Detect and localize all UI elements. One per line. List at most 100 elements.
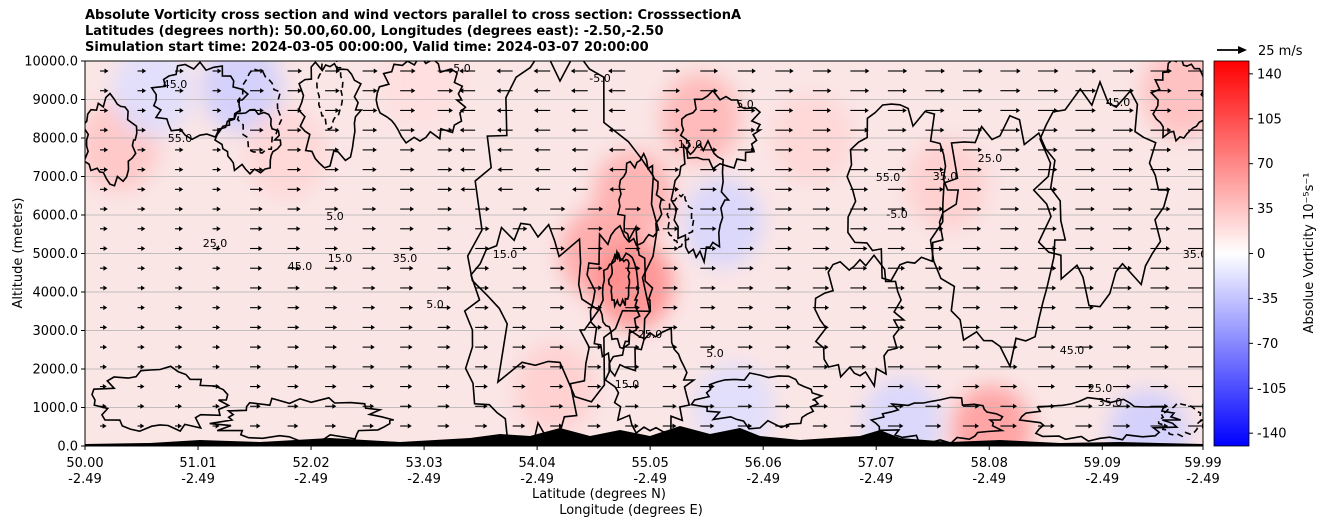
wind-vector-head	[826, 147, 831, 153]
x-tick-label-lat: 50.00	[66, 456, 103, 471]
colorbar-label: Absolue Vorticity 10⁻⁵s⁻¹	[1302, 173, 1317, 334]
wind-vector-head	[1015, 147, 1020, 153]
wind-vector-head	[371, 285, 376, 291]
wind-vector-head	[1051, 344, 1056, 350]
contour-line	[604, 326, 697, 435]
wind-vector-head	[103, 226, 108, 232]
wind-vector-head	[372, 226, 377, 232]
wind-vector-head	[460, 167, 465, 173]
contour-line	[1032, 79, 1170, 308]
wind-vector-head	[900, 344, 905, 350]
wind-vector-head	[825, 285, 830, 291]
wind-vector-head	[673, 324, 678, 330]
wind-vector-head	[408, 344, 413, 350]
wind-vector-head	[448, 107, 453, 113]
contour-label: -5.0	[449, 62, 470, 75]
wind-vector-head	[260, 68, 265, 74]
wind-vector-head	[1127, 265, 1132, 271]
wind-vector-head	[1050, 403, 1055, 409]
wind-vector-head	[676, 68, 681, 74]
wind-vector-head	[257, 305, 262, 311]
wind-vector-head	[1090, 186, 1095, 192]
wind-vector-head	[1051, 364, 1056, 370]
wind-vector-head	[333, 285, 338, 291]
wind-vector-head	[751, 147, 756, 153]
wind-vector-head	[634, 403, 639, 409]
wind-vector-head	[1092, 88, 1097, 94]
wind-vector-head	[976, 285, 981, 291]
contour-line	[91, 365, 231, 433]
contour-label: 15.0	[678, 138, 703, 151]
wind-vector-head	[940, 107, 945, 113]
wind-vector-head	[863, 226, 868, 232]
y-tick-label: 1000.0	[33, 401, 79, 416]
wind-vector-head	[751, 107, 756, 113]
wind-vector-head	[179, 68, 184, 74]
wind-vector-head	[1052, 226, 1057, 232]
wind-vector-head	[256, 384, 261, 390]
wind-vector-head	[1129, 167, 1134, 173]
wind-vector-head	[789, 107, 794, 113]
wind-vector-head	[1164, 364, 1169, 370]
wind-vector-head	[460, 186, 465, 192]
wind-vector-head	[863, 206, 868, 212]
wind-vector-head	[672, 423, 677, 429]
wind-vector-head	[1089, 364, 1094, 370]
wind-vector-head	[938, 344, 943, 350]
wind-vector-head	[178, 305, 183, 311]
wind-vector-head	[294, 384, 299, 390]
wind-vector-head	[177, 423, 182, 429]
wind-vector-head	[902, 167, 907, 173]
wind-vector-head	[940, 127, 945, 133]
vorticity-cell	[861, 377, 942, 446]
wind-vector-head	[636, 206, 641, 212]
wind-vector-head	[448, 127, 453, 133]
wind-vector-head	[459, 127, 464, 133]
wind-vector-head	[1206, 69, 1210, 74]
wind-vector-head	[533, 88, 538, 94]
contour-label: 15.0	[493, 248, 518, 261]
wind-vector-head	[561, 206, 566, 212]
wind-vector-head	[751, 127, 756, 133]
wind-vector-head	[939, 167, 944, 173]
wind-vector-head	[786, 384, 791, 390]
wind-vector-head	[597, 364, 602, 370]
x-tick-label-lon: -2.49	[407, 472, 441, 487]
contour-label: 5.0	[426, 298, 444, 311]
wind-vector-head	[673, 344, 678, 350]
x-tick-label-lon: -2.49	[1085, 472, 1119, 487]
wind-vector-head	[785, 423, 790, 429]
wind-vector-head	[636, 265, 641, 271]
wind-vector-head	[1128, 186, 1133, 192]
wind-vector-head	[978, 88, 983, 94]
wind-vector-head	[559, 384, 564, 390]
wind-vector-head	[522, 305, 527, 311]
colorbar-tick-label: 105	[1257, 112, 1282, 127]
wind-vector-head	[749, 265, 754, 271]
wind-vector-head	[826, 127, 831, 133]
wind-vector-head	[140, 403, 145, 409]
colorbar-tick-label: -35	[1257, 292, 1278, 307]
wind-vector-head	[789, 88, 794, 94]
contour-line	[814, 254, 907, 389]
wind-vector-head	[411, 88, 416, 94]
x-tick-label-lon: -2.49	[633, 472, 667, 487]
contour-label: 55.0	[548, 50, 573, 63]
wind-vector-head	[1205, 128, 1209, 133]
wind-vector-head	[672, 403, 677, 409]
wind-vector-head	[1090, 206, 1095, 212]
wind-vector-head	[559, 364, 564, 370]
negative-contour-line	[315, 61, 344, 131]
wind-vector-head	[496, 88, 501, 94]
wind-vector-head	[975, 403, 980, 409]
wind-vector-head	[1051, 384, 1056, 390]
wind-vector-head	[938, 305, 943, 311]
wind-vector-head	[371, 265, 376, 271]
wind-vector-head	[786, 344, 791, 350]
wind-vector-head	[1205, 167, 1209, 172]
y-tick-label: 9000.0	[33, 93, 79, 108]
wind-vector-head	[1203, 285, 1207, 290]
wind-vector-head	[103, 344, 108, 350]
wind-vector-head	[485, 206, 490, 212]
wind-vector-head	[140, 324, 145, 330]
